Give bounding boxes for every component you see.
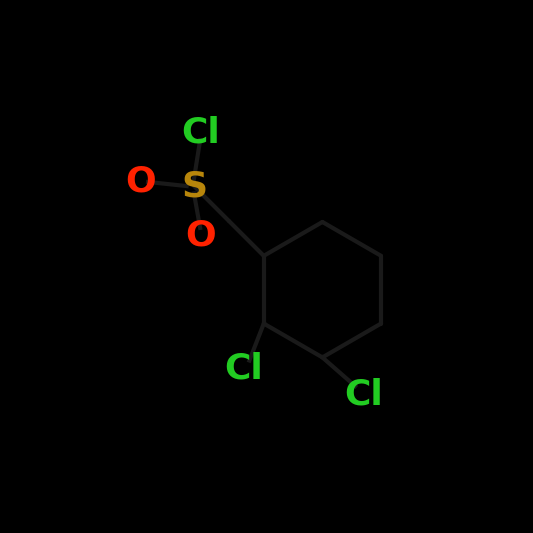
Text: Cl: Cl [181,116,220,150]
Text: O: O [125,165,156,199]
Text: Cl: Cl [344,377,383,411]
Text: O: O [185,219,215,252]
Text: Cl: Cl [224,352,263,386]
Text: S: S [181,169,207,203]
